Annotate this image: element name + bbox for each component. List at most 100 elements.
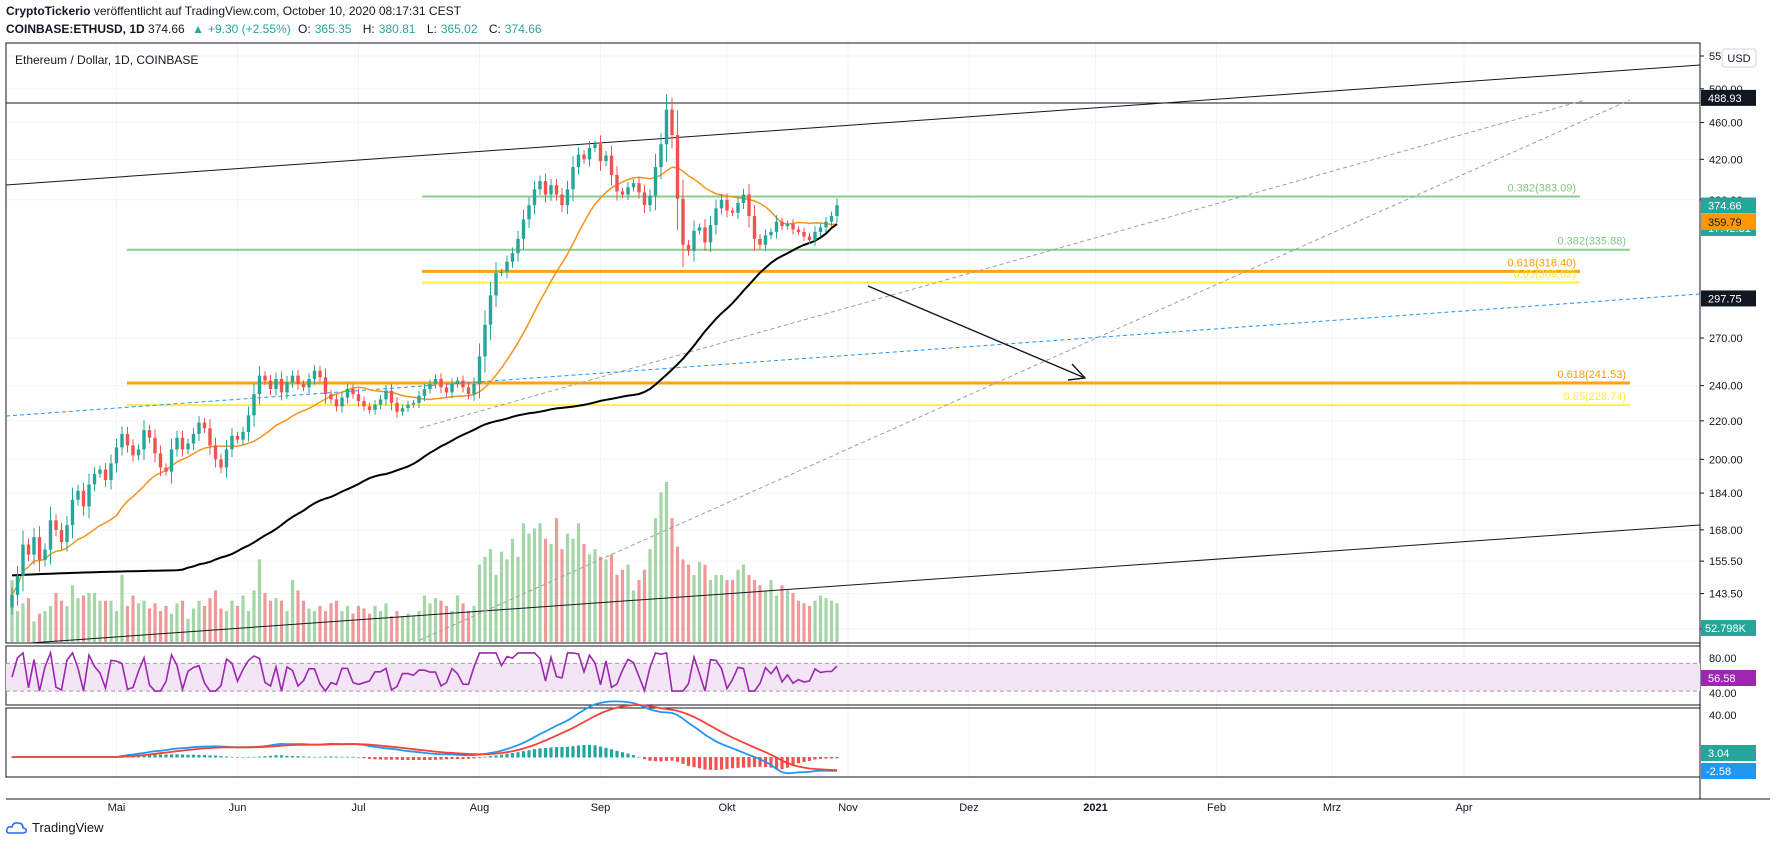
candle-body xyxy=(631,183,636,188)
macd-histogram-bar xyxy=(158,754,163,758)
time-tick-label: Dez xyxy=(959,802,979,814)
footer-brand[interactable]: TradingView xyxy=(6,820,104,835)
fib-levels[interactable]: 0.382(383.09)0.382(335.88)0.618(318.40)0… xyxy=(127,183,1630,407)
candle-body xyxy=(362,401,366,407)
volume-bar xyxy=(224,611,229,642)
volume-bar xyxy=(175,603,179,642)
candle-body xyxy=(279,378,284,393)
volume-bar xyxy=(235,605,240,642)
volume-bar xyxy=(818,595,823,642)
volume-bar xyxy=(615,574,619,642)
volume-bar xyxy=(81,595,86,642)
candle-body xyxy=(439,378,443,388)
macd-histogram-bar xyxy=(153,754,157,758)
price-axis[interactable]: 55500.00460.00420.00380.00270.00240.0022… xyxy=(1700,51,1756,779)
candle-body xyxy=(571,167,575,190)
candle-body xyxy=(593,144,597,148)
volume-bar xyxy=(340,611,344,642)
candle-body xyxy=(197,422,201,434)
candle-body xyxy=(54,520,58,530)
volume-bar xyxy=(576,523,581,642)
candle-body xyxy=(208,428,212,446)
candle-body xyxy=(604,155,608,162)
macd-histogram-bar xyxy=(186,754,190,758)
time-tick-label: Jun xyxy=(229,802,247,814)
candle-body xyxy=(92,473,97,485)
volume-bar xyxy=(241,595,245,642)
macd-histogram-bar xyxy=(296,756,300,758)
candle-body xyxy=(147,430,152,438)
volume-tag-label: 52.798K xyxy=(1705,623,1747,635)
price-tag-box xyxy=(1701,197,1756,214)
candle-body xyxy=(758,238,762,245)
time-tick-label: Okt xyxy=(718,802,735,814)
macd-histogram-bar xyxy=(752,757,757,768)
macd-histogram-bar xyxy=(290,755,295,758)
candle-body xyxy=(202,422,207,429)
candle-body xyxy=(312,370,317,379)
volume-bar xyxy=(835,603,839,642)
currency-badge-box[interactable] xyxy=(1721,48,1757,68)
time-tick-label: Feb xyxy=(1207,802,1226,814)
macd-histogram-bar xyxy=(400,757,405,760)
volume-bar xyxy=(560,549,564,642)
macd-histogram-bar xyxy=(565,746,570,758)
macd-histogram-bar xyxy=(620,752,625,758)
candle-body xyxy=(59,529,64,543)
candle-body xyxy=(719,199,724,209)
fib-level-label: 0.382(335.88) xyxy=(1558,236,1627,248)
trend-drawings[interactable] xyxy=(5,64,1701,644)
candle-body xyxy=(697,227,702,231)
volume-bar xyxy=(15,611,20,642)
volume-bar xyxy=(725,580,729,642)
macd-histogram-bar xyxy=(483,756,487,758)
volume-bar xyxy=(70,585,75,642)
volume-bar xyxy=(197,600,201,642)
macd-histogram-bar xyxy=(466,757,471,759)
macd-histogram-bar xyxy=(505,753,509,758)
candle-body xyxy=(406,404,410,409)
volume-bar xyxy=(532,528,537,642)
candle-body xyxy=(109,463,113,481)
candle-body xyxy=(373,404,377,410)
volume-bar xyxy=(48,605,53,642)
currency-badge[interactable]: USD xyxy=(1727,53,1750,65)
volume-bar xyxy=(565,533,570,642)
candle-body xyxy=(499,271,504,274)
candle-body xyxy=(131,445,135,456)
volume-bar xyxy=(307,608,311,642)
macd-histogram-bar xyxy=(604,747,608,758)
time-axis[interactable]: Mai Jun Jul Aug Sep Okt Nov Dez 2021 Feb Mrz Apr xyxy=(108,802,1473,814)
volume-bar xyxy=(103,600,108,642)
macd-histogram-bar xyxy=(780,757,784,770)
volume-bar xyxy=(686,564,691,642)
candle-body xyxy=(741,194,746,204)
macd-histogram-bar xyxy=(670,757,674,761)
macd-histogram-bar xyxy=(835,757,839,759)
macd-histogram-bar xyxy=(818,757,823,759)
candle-body xyxy=(26,544,31,555)
volume-bar xyxy=(494,574,498,642)
price-tick-label: 220.00 xyxy=(1709,416,1743,428)
candle-body xyxy=(483,324,487,357)
volume-bar xyxy=(312,611,317,642)
candle-body xyxy=(681,198,685,245)
macd-histogram-bar xyxy=(538,748,542,758)
macd-histogram-bar xyxy=(241,756,245,758)
macd-histogram-bar xyxy=(450,757,454,760)
candle-body xyxy=(318,370,322,378)
candle-body xyxy=(186,443,190,450)
candle-body xyxy=(241,431,245,440)
candle-body xyxy=(103,469,108,481)
candle-body xyxy=(494,273,498,296)
volume-bar xyxy=(246,611,251,642)
macd-histogram-bar xyxy=(796,757,801,764)
projection-arrow-head xyxy=(1067,363,1087,381)
price-tick-label: 200.00 xyxy=(1709,454,1743,466)
candle-body xyxy=(576,154,581,168)
macd-histogram-bar xyxy=(494,755,498,758)
rsi-tick-label: 80.00 xyxy=(1709,653,1737,665)
candle-body xyxy=(384,390,388,400)
volume-bar xyxy=(736,569,740,642)
